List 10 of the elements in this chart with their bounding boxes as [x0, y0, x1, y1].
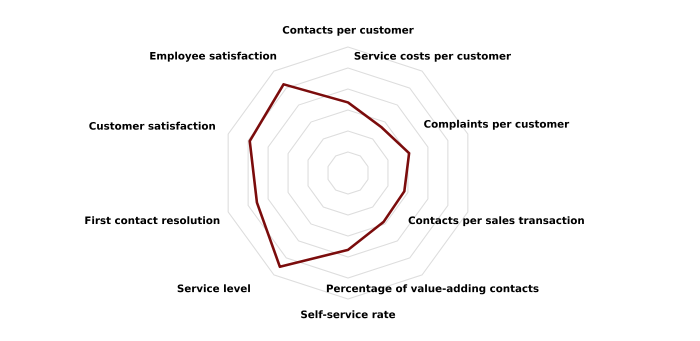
spoke-label: Service costs per customer: [354, 52, 512, 62]
spoke-label: Percentage of value-adding contacts: [326, 284, 539, 294]
spoke-label: Employee satisfaction: [150, 52, 276, 62]
spoke-label: Service level: [178, 284, 250, 292]
spoke-label: Contacts per sales transaction: [408, 216, 584, 226]
spoke-label: Customer satisfaction: [89, 122, 215, 130]
spoke-label: First contact resolution: [85, 216, 220, 224]
spoke-label: Contacts per customer: [282, 26, 414, 36]
spoke-label: Complaints per customer: [424, 120, 570, 130]
spoke-label: Self-service rate: [301, 310, 396, 318]
